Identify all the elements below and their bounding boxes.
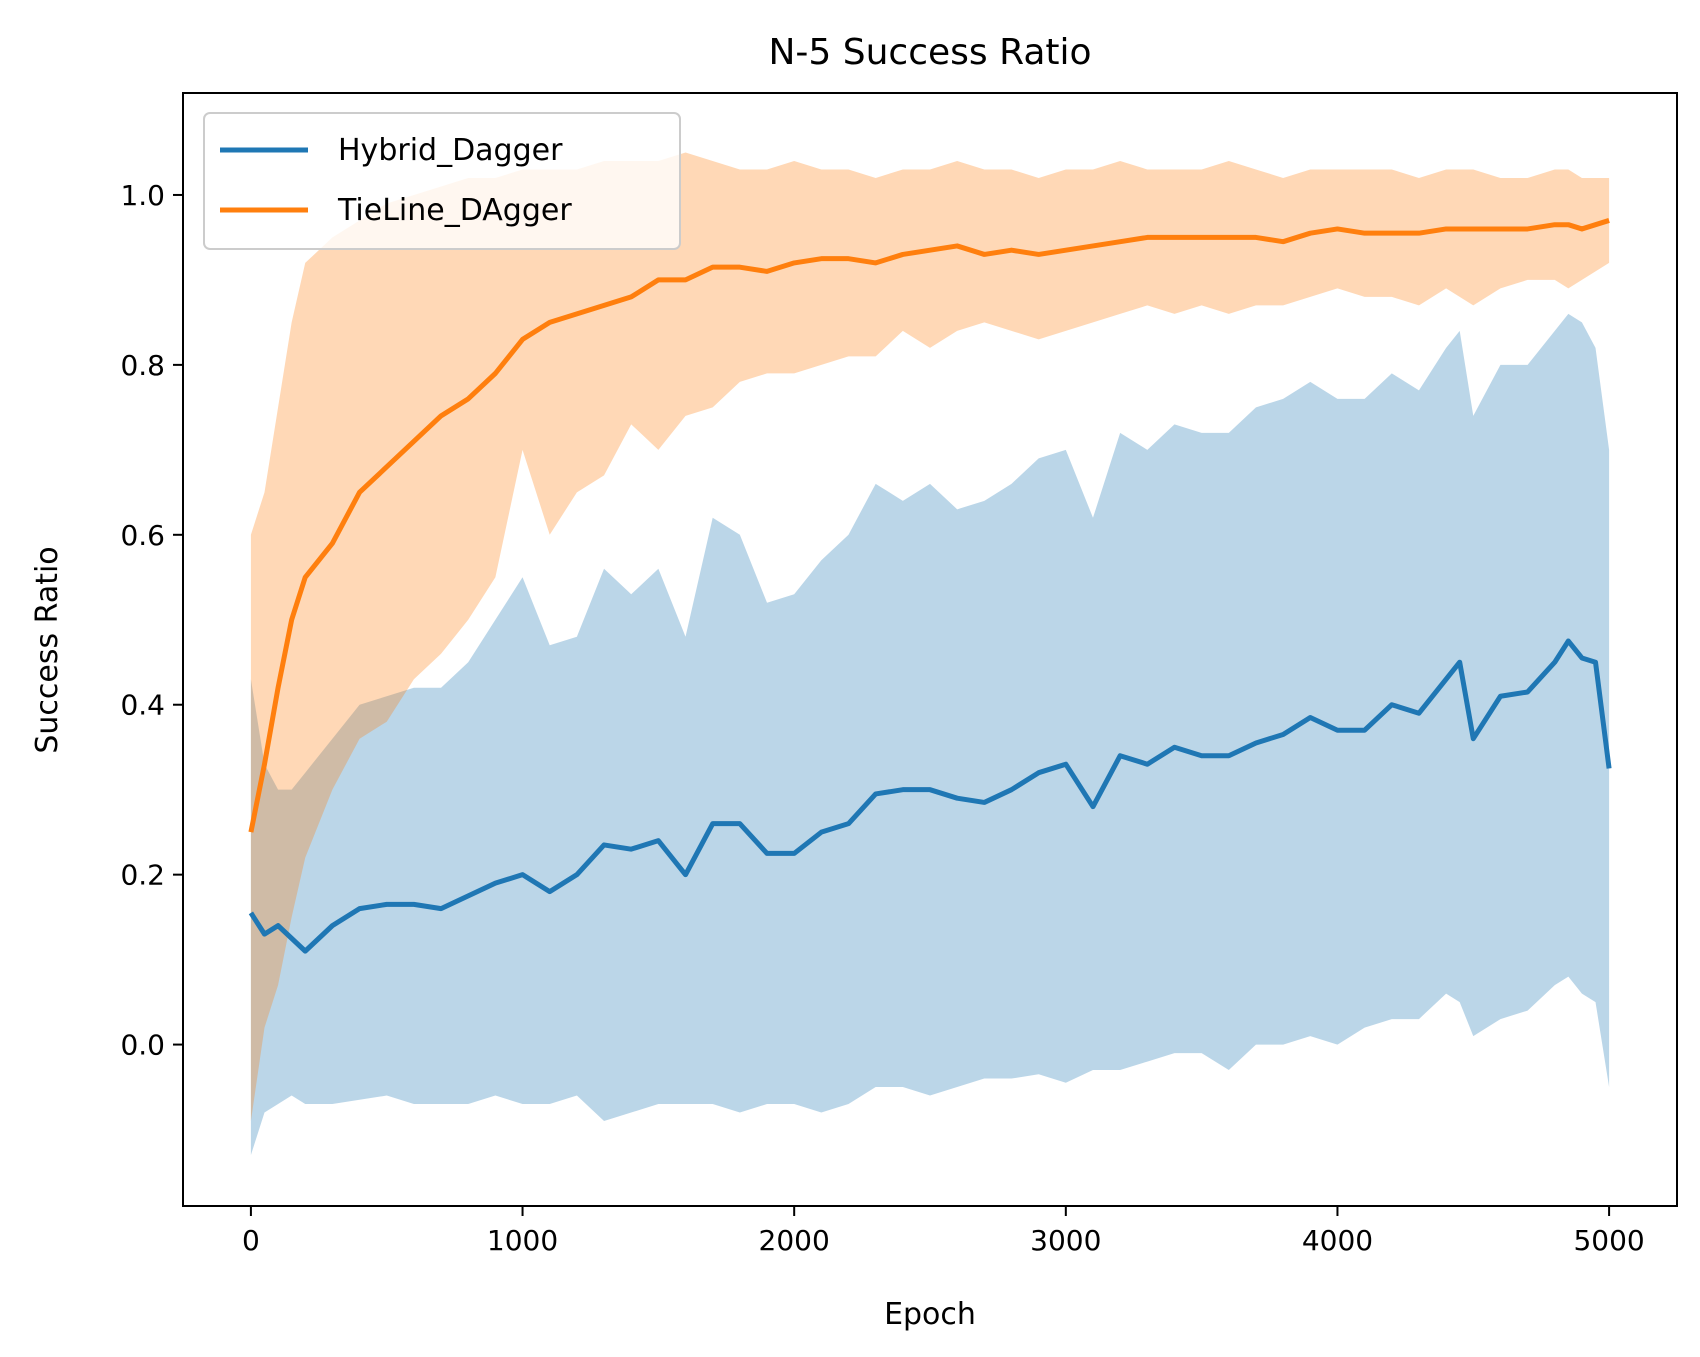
x-tick-label: 5000	[1573, 1224, 1644, 1257]
legend-box	[203, 112, 681, 250]
axes-frame	[182, 92, 1678, 1207]
y-tick-label: 0.0	[120, 1029, 165, 1062]
x-axis-ticks: 0 1000 2000 3000 4000 5000	[242, 1206, 1645, 1257]
legend-label-hybrid-dagger: Hybrid_Dagger	[338, 133, 563, 168]
y-axis-ticks: 0.0 0.2 0.4 0.6 0.8 1.0	[120, 179, 183, 1062]
x-axis-label: Epoch	[884, 1297, 976, 1332]
line-hybrid-dagger	[248, 638, 1612, 954]
chart-title: N-5 Success Ratio	[768, 32, 1091, 73]
band-hybrid-dagger	[250, 313, 1610, 1156]
x-tick-label: 1000	[487, 1224, 558, 1257]
band-tieline-dagger	[250, 152, 1610, 1122]
line-tieline-dagger	[248, 218, 1610, 833]
legend: Hybrid_Dagger TieLine_DAgger	[203, 112, 681, 250]
x-tick-label: 3000	[1030, 1224, 1101, 1257]
y-tick-label: 0.4	[120, 689, 165, 722]
legend-label-tieline-dagger: TieLine_DAgger	[337, 193, 572, 228]
confidence-bands	[250, 152, 1610, 1156]
y-tick-label: 0.2	[120, 859, 165, 892]
y-axis-label: Success Ratio	[30, 546, 65, 753]
plot-area	[182, 92, 1678, 1207]
y-tick-label: 1.0	[120, 179, 165, 212]
x-tick-label: 4000	[1302, 1224, 1373, 1257]
series-lines	[248, 218, 1612, 954]
x-tick-label: 0	[242, 1224, 260, 1257]
y-tick-label: 0.6	[120, 519, 165, 552]
x-tick-label: 2000	[759, 1224, 830, 1257]
y-tick-label: 0.8	[120, 349, 165, 382]
